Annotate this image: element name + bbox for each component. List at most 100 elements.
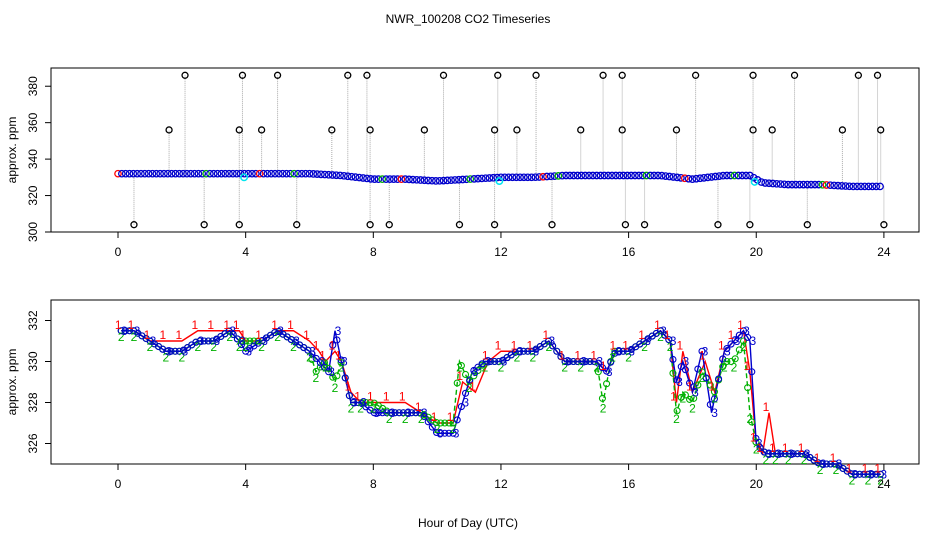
series-3-point xyxy=(744,333,752,341)
series-1-label: 1 xyxy=(335,349,342,363)
baseline-point xyxy=(393,175,402,184)
baseline-point xyxy=(615,171,624,180)
baseline-point xyxy=(661,172,670,180)
series-2-label: 2 xyxy=(498,361,505,375)
series-1-label: 1 xyxy=(654,318,661,332)
series-3-point xyxy=(681,366,689,374)
baseline-point xyxy=(761,179,770,187)
baseline-point xyxy=(677,173,685,182)
baseline-point xyxy=(860,182,869,191)
series-1-label: 1 xyxy=(750,431,757,445)
series-3-label: 3 xyxy=(676,375,683,389)
baseline-point xyxy=(485,174,494,182)
series-1-label: 1 xyxy=(319,349,326,363)
baseline-point xyxy=(213,169,222,178)
series-3-label: 3 xyxy=(319,355,326,369)
series-3-label: 3 xyxy=(405,406,412,420)
baseline-point xyxy=(363,174,371,183)
series-3-point xyxy=(710,395,718,403)
top-data-marks xyxy=(114,71,888,229)
spike-point xyxy=(293,221,301,229)
baseline-point xyxy=(167,169,176,178)
top-x-tick-label: 8 xyxy=(370,245,377,259)
series-3-label: 3 xyxy=(836,457,843,471)
baseline-point xyxy=(562,171,570,180)
baseline-point xyxy=(328,171,337,179)
series-3-point xyxy=(814,459,822,467)
series-2-label: 2 xyxy=(772,453,779,467)
spike-point xyxy=(854,71,863,79)
series-2-point xyxy=(719,363,727,371)
spike-point xyxy=(749,126,757,134)
series-3-point xyxy=(831,460,839,468)
series-1-label: 1 xyxy=(622,338,629,352)
baseline-point xyxy=(202,169,210,178)
series-2-point xyxy=(461,370,470,379)
baseline-point xyxy=(351,173,360,181)
series-2-point xyxy=(603,380,611,388)
series-3-point xyxy=(851,470,860,478)
series-3-label: 3 xyxy=(134,324,141,338)
series-3-point xyxy=(495,357,503,366)
series-3-point xyxy=(167,347,175,355)
bottom-x-tick-label: 20 xyxy=(750,477,764,491)
baseline-point xyxy=(684,174,693,183)
baseline-point xyxy=(435,176,444,185)
baseline-point xyxy=(508,173,517,182)
series-2-point xyxy=(325,364,333,372)
series-3-label: 3 xyxy=(692,385,699,399)
series-3-point xyxy=(715,375,723,383)
series-2-label: 2 xyxy=(338,361,345,375)
spike-point xyxy=(130,221,138,229)
baseline-point xyxy=(535,173,544,181)
baseline-point xyxy=(654,171,662,180)
baseline-point xyxy=(803,180,812,189)
series-2-label: 2 xyxy=(801,453,808,467)
series-3-label: 3 xyxy=(580,355,587,369)
series-3-point xyxy=(773,450,781,458)
series-3-point xyxy=(603,367,611,375)
baseline-point xyxy=(837,182,846,190)
baseline-point xyxy=(332,171,341,180)
baseline-point xyxy=(343,172,352,181)
series-1-label: 1 xyxy=(718,338,725,352)
baseline-point xyxy=(259,169,268,178)
baseline-point xyxy=(420,176,429,185)
baseline-point xyxy=(190,169,199,178)
series-2-label: 2 xyxy=(747,412,754,426)
series-2-point xyxy=(254,337,262,345)
series-2-label: 2 xyxy=(657,330,664,344)
series-3-label: 3 xyxy=(743,324,750,338)
series-1-label: 1 xyxy=(456,369,463,383)
series-3-point xyxy=(553,347,561,355)
baseline-point xyxy=(320,170,329,179)
baseline-point xyxy=(531,173,540,182)
baseline-point xyxy=(611,171,620,180)
baseline-point xyxy=(849,182,858,191)
baseline-point xyxy=(768,179,777,188)
series-2-label: 2 xyxy=(402,412,409,426)
series-3-point xyxy=(171,347,179,355)
series-3-label: 3 xyxy=(351,396,358,410)
series-3-label: 3 xyxy=(517,344,524,358)
baseline-point xyxy=(623,171,632,180)
baseline-point xyxy=(186,169,195,178)
series-1-label: 1 xyxy=(737,318,744,332)
spike-point xyxy=(599,71,607,79)
baseline-point xyxy=(160,169,168,178)
bottom-y-tick-label: 328 xyxy=(26,392,40,412)
series-1-label: 1 xyxy=(303,328,310,342)
series-3-point xyxy=(872,470,880,478)
series-2-point xyxy=(457,362,465,370)
baseline-point xyxy=(477,174,486,183)
series-3-point xyxy=(304,346,312,354)
series-1-label: 1 xyxy=(708,379,715,393)
series-3-point xyxy=(590,357,598,366)
baseline-point xyxy=(282,169,291,178)
baseline-point xyxy=(523,173,532,182)
series-2-label: 2 xyxy=(689,402,696,416)
baseline-point xyxy=(359,174,367,182)
baseline-point xyxy=(589,171,597,180)
series-3-point xyxy=(271,329,279,337)
